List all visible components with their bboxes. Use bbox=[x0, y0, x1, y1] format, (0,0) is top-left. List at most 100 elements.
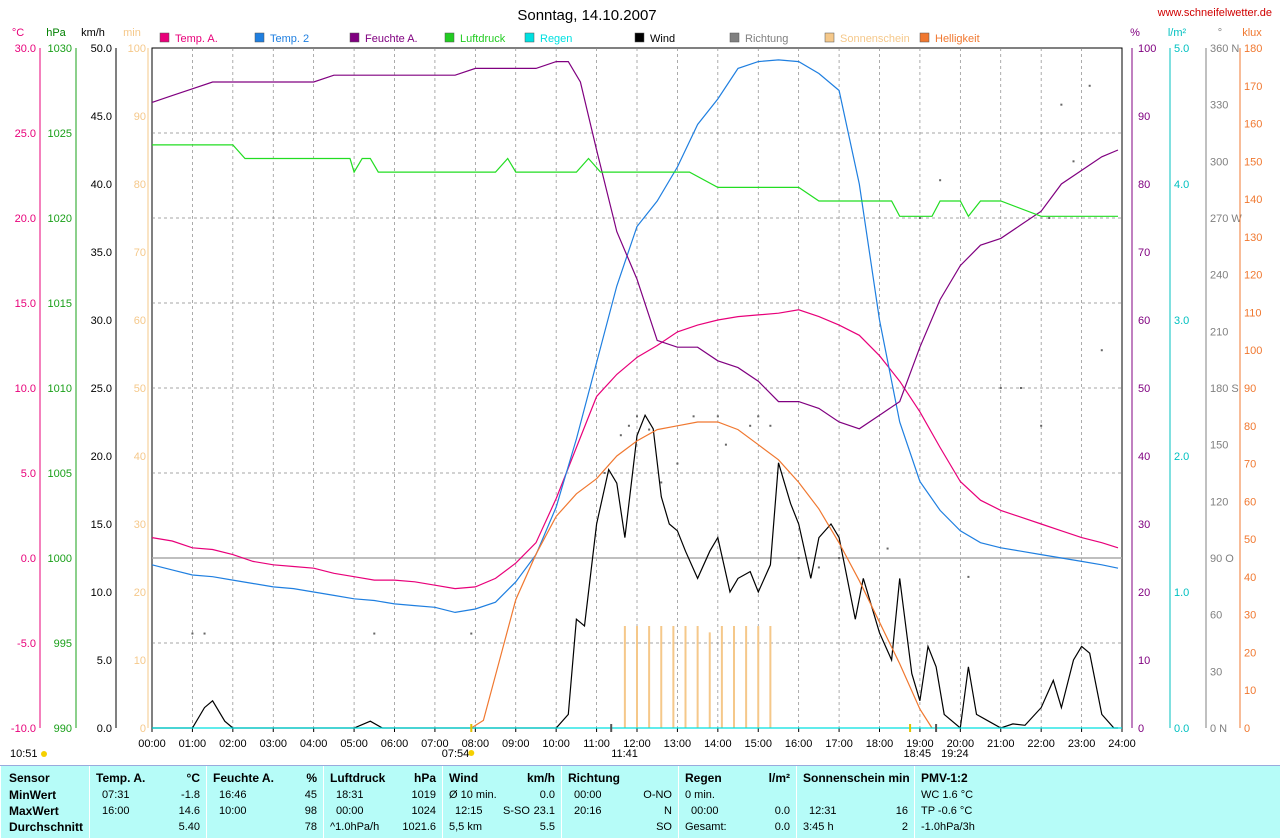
pressure-tick: 1010 bbox=[48, 383, 72, 395]
rain-duration: 0 min. bbox=[685, 789, 715, 801]
humidity-tick: 80 bbox=[1138, 179, 1150, 191]
lux-tick: 150 bbox=[1244, 156, 1262, 168]
direction-point bbox=[967, 575, 970, 578]
legend-label: Feuchte A. bbox=[365, 33, 418, 45]
legend-swatch bbox=[254, 32, 265, 43]
rain-tick: 1.0 bbox=[1174, 587, 1189, 599]
time-tick: 10:00 bbox=[542, 738, 570, 750]
legend-swatch bbox=[524, 32, 535, 43]
site-url[interactable]: www.schneifelwetter.de bbox=[1157, 7, 1272, 19]
lux-tick: 90 bbox=[1244, 383, 1256, 395]
lux-tick: 40 bbox=[1244, 572, 1256, 584]
legend-swatch bbox=[349, 32, 360, 43]
rain-tick: 4.0 bbox=[1174, 179, 1189, 191]
stats-header-wind: Wind bbox=[449, 771, 479, 785]
humidity-tick: 30 bbox=[1138, 519, 1150, 531]
stats-col-humidity: Feuchte A.% 16:46 45 10:00 98 78 bbox=[206, 766, 323, 838]
stats-col-pmv: PMV-1:2 WC 1.6 °C TP -0.6 °C -1.0hPa/3h bbox=[914, 766, 1280, 838]
press-min-value: 1019 bbox=[411, 789, 436, 801]
press-avg-value: 1021.6 bbox=[402, 821, 436, 833]
hum-min-time: 16:46 bbox=[219, 789, 247, 801]
time-tick: 01:00 bbox=[179, 738, 207, 750]
grid bbox=[151, 47, 1123, 729]
lux-tick: 60 bbox=[1244, 496, 1256, 508]
sunshine-bar bbox=[745, 626, 748, 728]
stats-col-sunshine: Sonnenschein min 12:31 16 3:45 h 2 bbox=[796, 766, 914, 838]
pressure-tick: 1005 bbox=[48, 468, 72, 480]
noon-time: 11:41 bbox=[611, 748, 638, 760]
press-trend: ^1.0hPa/h bbox=[330, 821, 380, 833]
lux-tick: 10 bbox=[1244, 685, 1256, 697]
stats-col-pressure: Luftdruck hPa 18:31 1019 00:00 1024 ^1.0hPa… bbox=[323, 766, 442, 838]
sunrise-icon bbox=[468, 750, 475, 756]
sunshine-bar bbox=[648, 626, 651, 728]
stats-col-wind: Wind km/h Ø 10 min. 0.0 12:15 S-SO 23.1 5,5 … bbox=[442, 766, 561, 838]
direction-tick: 360 N bbox=[1210, 43, 1239, 55]
sun-max-value: 16 bbox=[895, 805, 908, 817]
series-line bbox=[470, 421, 933, 729]
time-tick: 23:00 bbox=[1068, 738, 1096, 750]
rain-unit-label: l/m² bbox=[1168, 27, 1187, 39]
temp-tick: 0.0 bbox=[21, 553, 36, 565]
wind-max-value: 23.1 bbox=[533, 805, 555, 817]
stats-col-sensor: Sensor MinWert MaxWert Durchschnitt bbox=[0, 766, 89, 838]
time-tick: 17:00 bbox=[825, 738, 853, 750]
time-tick: 14:00 bbox=[704, 738, 732, 750]
stats-col-temp: Temp. A. °C 07:31 -1.8 16:00 14.6 5.40 bbox=[89, 766, 206, 838]
stats-header-pressure: Luftdruck bbox=[330, 771, 386, 785]
stats-header-temp: Temp. A. bbox=[96, 771, 146, 785]
hum-max-value: 98 bbox=[304, 805, 317, 817]
axes: 30.025.020.015.010.05.00.0-5.0-10.010301… bbox=[11, 43, 1262, 750]
humidity-tick: 90 bbox=[1138, 111, 1150, 123]
direction-point bbox=[636, 415, 638, 418]
stats-header-sunshine: Sonnenschein min bbox=[803, 771, 910, 785]
hum-avg-value: 78 bbox=[304, 821, 317, 833]
time-tick: 06:00 bbox=[381, 738, 409, 750]
dir-min-value: O-NO bbox=[643, 789, 672, 801]
wind-distance: 5,5 km bbox=[449, 821, 483, 833]
direction-point bbox=[470, 632, 473, 635]
lux-unit-label: klux bbox=[1242, 27, 1262, 39]
direction-point bbox=[676, 462, 679, 465]
direction-tick: 90 O bbox=[1210, 553, 1234, 565]
sunset-civil-time: 18:45 bbox=[904, 748, 932, 760]
time-markers: 10:51 07:54 11:41 18:45 19:24 bbox=[10, 724, 969, 760]
pressure-unit-label: hPa bbox=[46, 27, 66, 39]
lux-tick: 160 bbox=[1244, 119, 1262, 131]
stats-row-label: MinWert bbox=[9, 788, 57, 802]
sunshine-bar bbox=[733, 626, 735, 728]
temp-min-value: -1.8 bbox=[181, 789, 200, 801]
rain-total-label: Gesamt: bbox=[685, 821, 727, 833]
pressure-tick: 1025 bbox=[48, 128, 72, 140]
sunshine-bar bbox=[660, 626, 663, 728]
humidity-unit-label: % bbox=[1130, 27, 1140, 39]
wind-tick: 50.0 bbox=[91, 43, 112, 55]
wind-tick: 0.0 bbox=[97, 723, 112, 735]
sun-unit-label: min bbox=[123, 27, 141, 39]
temp-min-time: 07:31 bbox=[102, 789, 130, 801]
pmv-dewpoint: TP -0.6 °C bbox=[921, 805, 973, 817]
sun-avg-value: 2 bbox=[901, 821, 908, 833]
sunset-time: 19:24 bbox=[941, 748, 969, 760]
pressure-tick: 1020 bbox=[48, 213, 72, 225]
wind-tick: 5.0 bbox=[97, 655, 112, 667]
temp-tick: 10.0 bbox=[15, 383, 36, 395]
lux-tick: 0 bbox=[1244, 723, 1250, 735]
pressure-tick: 990 bbox=[54, 723, 72, 735]
temp-tick: 20.0 bbox=[15, 213, 36, 225]
lux-tick: 50 bbox=[1244, 534, 1256, 546]
time-tick: 16:00 bbox=[785, 738, 813, 750]
sun-tick: 30 bbox=[134, 519, 146, 531]
direction-tick: 330 bbox=[1210, 100, 1228, 112]
time-tick: 07:00 bbox=[421, 738, 449, 750]
sun-tick: 60 bbox=[134, 315, 146, 327]
direction-tick: 0 N bbox=[1210, 723, 1227, 735]
direction-tick: 60 bbox=[1210, 610, 1222, 622]
sun-tick: 80 bbox=[134, 179, 146, 191]
time-tick: 02:00 bbox=[219, 738, 247, 750]
direction-point bbox=[660, 481, 663, 484]
lux-tick: 120 bbox=[1244, 270, 1262, 282]
sun-tick: 50 bbox=[134, 383, 146, 395]
direction-point bbox=[1060, 103, 1063, 106]
sunshine-bar bbox=[708, 632, 711, 728]
